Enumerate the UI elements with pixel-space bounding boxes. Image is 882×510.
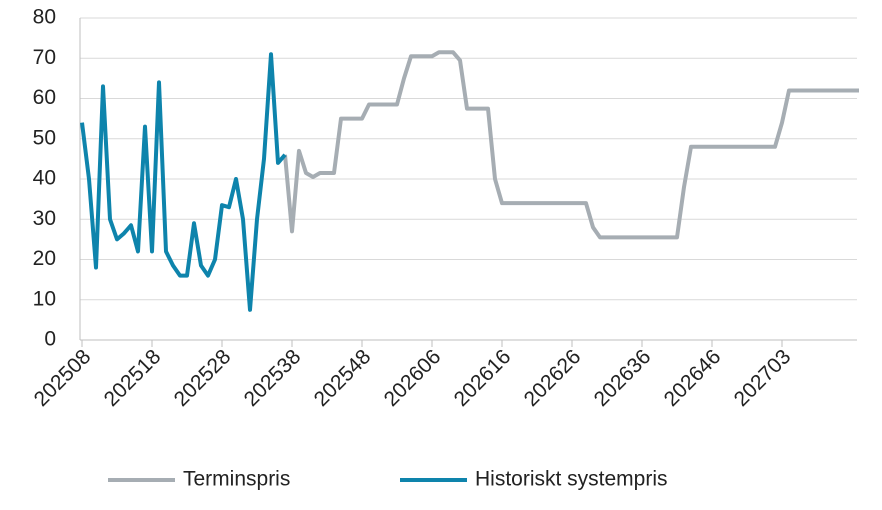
x-tick-label: 202646: [660, 345, 726, 411]
y-tick-label: 80: [33, 6, 56, 29]
x-tick-label: 202626: [520, 345, 586, 411]
x-tick-label: 202606: [380, 345, 446, 411]
y-tick-label: 30: [33, 207, 56, 230]
series-line: [80, 52, 287, 312]
y-tick-label: 50: [33, 126, 56, 149]
x-tick-label: 202636: [590, 345, 656, 411]
legend-label: Historiskt systempris: [475, 468, 668, 491]
y-tick-label: 60: [33, 86, 56, 109]
y-tick-label: 40: [33, 167, 56, 190]
x-tick-label: 202538: [240, 345, 306, 411]
series-line: [283, 50, 859, 240]
legend-label: Terminspris: [183, 468, 290, 491]
y-tick-label: 0: [44, 328, 56, 351]
x-tick-label: 202703: [730, 345, 796, 411]
x-tick-label: 202616: [450, 345, 516, 411]
y-tick-label: 20: [33, 247, 56, 270]
x-tick-label: 202548: [310, 345, 376, 411]
x-tick-label: 202518: [100, 345, 166, 411]
x-tick-label: 202508: [30, 345, 96, 411]
y-tick-label: 10: [33, 287, 56, 310]
x-tick-label: 202528: [170, 345, 236, 411]
y-tick-label: 70: [33, 46, 56, 69]
